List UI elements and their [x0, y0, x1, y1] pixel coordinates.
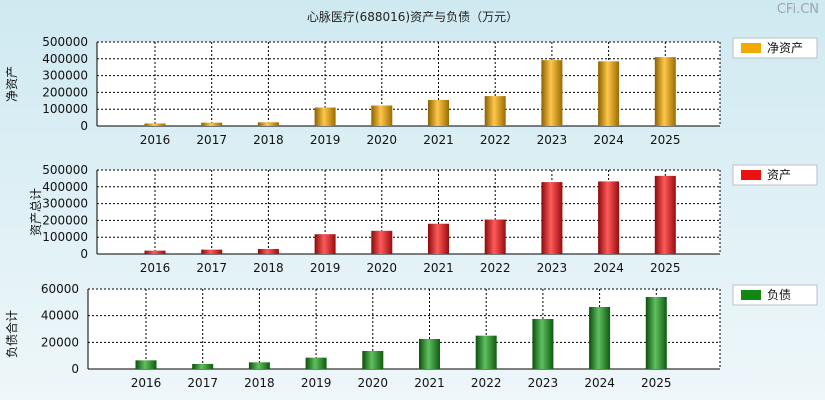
bar-2023 [532, 319, 554, 369]
legend-swatch [741, 170, 761, 180]
x-tick-label: 2017 [187, 376, 218, 390]
x-tick-label: 2016 [140, 261, 171, 275]
bar-2021 [428, 223, 449, 254]
bar-2022 [484, 96, 506, 126]
x-tick-label: 2025 [641, 376, 672, 390]
y-tick-label: 500000 [42, 163, 88, 177]
bar-2016 [144, 123, 166, 126]
x-tick-label: 2024 [593, 133, 624, 147]
x-tick-label: 2022 [471, 376, 502, 390]
x-tick-label: 2023 [537, 133, 568, 147]
bar-2017 [192, 363, 214, 369]
bar-2019 [314, 234, 336, 254]
y-tick-label: 400000 [42, 180, 88, 194]
bar-2018 [248, 362, 270, 369]
y-tick-label: 300000 [42, 69, 88, 83]
y-axis-label: 负债合计 [4, 310, 19, 358]
y-tick-label: 0 [80, 247, 88, 261]
x-tick-label: 2022 [480, 133, 511, 147]
y-tick-label: 200000 [42, 85, 88, 99]
bar-2018 [257, 122, 279, 126]
bar-2019 [314, 107, 336, 126]
x-tick-label: 2021 [414, 376, 445, 390]
y-tick-label: 200000 [42, 213, 88, 227]
y-tick-label: 40000 [41, 309, 79, 323]
y-tick-label: 20000 [41, 335, 79, 349]
bar-2025 [645, 297, 667, 369]
bar-2018 [257, 248, 279, 254]
x-tick-label: 2024 [584, 376, 615, 390]
legend-label: 净资产 [767, 41, 803, 55]
x-tick-label: 2017 [196, 261, 227, 275]
x-tick-label: 2022 [480, 261, 511, 275]
x-tick-label: 2016 [131, 376, 162, 390]
plot-area-0 [97, 42, 720, 126]
x-tick-label: 2020 [367, 133, 398, 147]
x-tick-label: 2017 [196, 133, 227, 147]
bar-2016 [144, 250, 166, 254]
x-tick-label: 2020 [358, 376, 389, 390]
y-tick-label: 100000 [42, 102, 88, 116]
y-tick-label: 500000 [42, 35, 88, 49]
y-axis-label: 资产总计 [29, 188, 43, 236]
x-tick-label: 2024 [593, 261, 624, 275]
bar-2020 [371, 230, 393, 254]
x-tick-label: 2020 [367, 261, 398, 275]
legend-swatch [741, 43, 761, 53]
legend-swatch [741, 290, 761, 300]
legend-label: 资产 [767, 168, 791, 182]
x-tick-label: 2016 [140, 133, 171, 147]
bar-2024 [598, 181, 620, 254]
bar-2022 [475, 335, 497, 369]
bar-2017 [201, 122, 223, 126]
bar-2024 [589, 307, 611, 369]
x-tick-label: 2025 [650, 261, 681, 275]
x-tick-label: 2021 [423, 133, 454, 147]
bar-2023 [541, 182, 563, 254]
x-tick-label: 2021 [423, 261, 454, 275]
chart-title: 心脉医疗(688016)资产与负债（万元） [306, 10, 519, 24]
x-tick-label: 2019 [310, 133, 341, 147]
legend-label: 负债 [767, 288, 791, 302]
bar-2023 [541, 60, 563, 127]
y-tick-label: 0 [80, 119, 88, 133]
bar-2016 [135, 360, 157, 369]
y-tick-label: 0 [71, 362, 79, 376]
x-tick-label: 2019 [310, 261, 341, 275]
x-tick-label: 2023 [528, 376, 559, 390]
plot-area-2 [88, 289, 720, 369]
bar-2020 [362, 351, 384, 369]
y-tick-label: 60000 [41, 282, 79, 296]
bar-2020 [371, 105, 393, 126]
bar-2025 [654, 175, 676, 254]
bar-2017 [201, 249, 223, 254]
bar-2022 [484, 219, 506, 254]
watermark: CFi.CN [776, 2, 819, 17]
x-tick-label: 2018 [253, 133, 284, 147]
x-tick-label: 2025 [650, 133, 681, 147]
plot-area-1 [97, 170, 720, 254]
bar-2019 [305, 357, 327, 369]
x-tick-label: 2018 [244, 376, 275, 390]
bar-2024 [598, 61, 620, 126]
y-tick-label: 300000 [42, 197, 88, 211]
x-tick-label: 2018 [253, 261, 284, 275]
bar-2021 [419, 339, 440, 369]
x-tick-label: 2019 [301, 376, 332, 390]
x-tick-label: 2023 [537, 261, 568, 275]
y-tick-label: 400000 [42, 52, 88, 66]
y-tick-label: 100000 [42, 230, 88, 244]
bar-2021 [428, 99, 449, 126]
bar-2025 [654, 57, 676, 127]
y-axis-label: 净资产 [5, 66, 19, 102]
